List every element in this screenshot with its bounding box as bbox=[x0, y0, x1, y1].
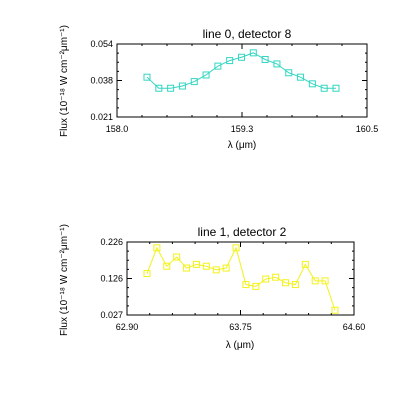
data-point-marker bbox=[308, 80, 316, 88]
chart0-title: line 0, detector 8 bbox=[203, 27, 292, 41]
chart0-ticks bbox=[116, 43, 368, 118]
data-point-marker bbox=[282, 279, 290, 287]
y-tick-label: 0.226 bbox=[100, 237, 123, 247]
chart0-y-tick-labels: 0.021 0.038 0.054 bbox=[90, 39, 113, 122]
chart1-ticks bbox=[126, 241, 355, 316]
data-point-marker bbox=[214, 62, 222, 70]
data-point-marker bbox=[262, 275, 270, 283]
x-tick-label: 159.3 bbox=[231, 124, 254, 134]
data-point-marker bbox=[143, 73, 151, 81]
data-point-marker bbox=[238, 53, 245, 61]
chart1-xlabel: λ (μm) bbox=[226, 340, 255, 351]
chart1-frame bbox=[126, 241, 355, 316]
data-point-marker bbox=[143, 270, 151, 278]
x-tick-label: 62.90 bbox=[116, 322, 139, 332]
data-point-marker bbox=[311, 277, 319, 285]
data-point-marker bbox=[321, 277, 329, 285]
data-point-marker bbox=[331, 306, 339, 314]
data-point-marker bbox=[202, 262, 210, 270]
data-point-marker bbox=[297, 73, 305, 81]
chart1-x-tick-labels: 62.90 63.75 64.60 bbox=[116, 322, 366, 332]
data-point-marker bbox=[249, 49, 257, 57]
data-point-marker bbox=[173, 253, 181, 261]
data-point-marker bbox=[190, 78, 198, 86]
data-point-marker bbox=[178, 82, 186, 90]
data-point-marker bbox=[252, 282, 260, 290]
x-tick-label: 160.5 bbox=[356, 124, 379, 134]
data-point-marker bbox=[226, 57, 234, 65]
data-point-marker bbox=[285, 69, 293, 77]
chart1-title: line 1, detector 2 bbox=[198, 225, 287, 239]
y-tick-label: 0.038 bbox=[90, 76, 113, 86]
data-point-marker bbox=[212, 266, 220, 274]
y-tick-label: 0.021 bbox=[90, 112, 113, 122]
data-point-marker bbox=[332, 84, 340, 92]
data-point-marker bbox=[155, 84, 163, 92]
chart1-series-line bbox=[146, 246, 336, 311]
chart0-points bbox=[143, 49, 340, 92]
chart-line1-detector2: line 1, detector 2 0.027 0.126 0.226 62.90… bbox=[59, 224, 365, 351]
data-point-marker bbox=[163, 262, 171, 270]
chart-line0-detector8: line 0, detector 8 0.021 0.038 0.054 158.0… bbox=[59, 25, 378, 151]
data-point-marker bbox=[301, 260, 309, 268]
data-point-marker bbox=[222, 264, 230, 272]
chart1-points bbox=[143, 244, 339, 314]
y-tick-label: 0.027 bbox=[100, 310, 123, 320]
x-tick-label: 63.75 bbox=[229, 322, 252, 332]
chart0-ylabel: Flux (10⁻¹⁸ W cm⁻²μm⁻¹) bbox=[59, 25, 70, 137]
data-point-marker bbox=[273, 60, 281, 68]
chart1-y-tick-labels: 0.027 0.126 0.226 bbox=[100, 237, 123, 320]
data-point-marker bbox=[261, 55, 269, 63]
data-point-marker bbox=[272, 273, 280, 281]
x-tick-label: 158.0 bbox=[106, 124, 129, 134]
data-point-marker bbox=[242, 281, 250, 289]
chart0-x-tick-labels: 158.0 159.3 160.5 bbox=[106, 124, 379, 134]
data-point-marker bbox=[167, 84, 175, 92]
data-point-marker bbox=[192, 260, 200, 268]
x-tick-label: 64.60 bbox=[343, 322, 366, 332]
data-point-marker bbox=[320, 84, 328, 92]
data-point-marker bbox=[202, 71, 210, 79]
y-tick-label: 0.126 bbox=[100, 274, 123, 284]
chart0-xlabel: λ (μm) bbox=[228, 140, 257, 151]
y-tick-label: 0.054 bbox=[90, 39, 113, 49]
data-point-marker bbox=[291, 281, 299, 289]
chart0-frame bbox=[116, 43, 368, 118]
data-point-marker bbox=[183, 264, 191, 272]
chart1-ylabel: Flux (10⁻¹⁸ W cm⁻²μm⁻¹) bbox=[59, 224, 70, 336]
chart0-series-line bbox=[146, 52, 336, 89]
data-point-marker bbox=[153, 244, 161, 252]
data-point-marker bbox=[232, 244, 240, 252]
